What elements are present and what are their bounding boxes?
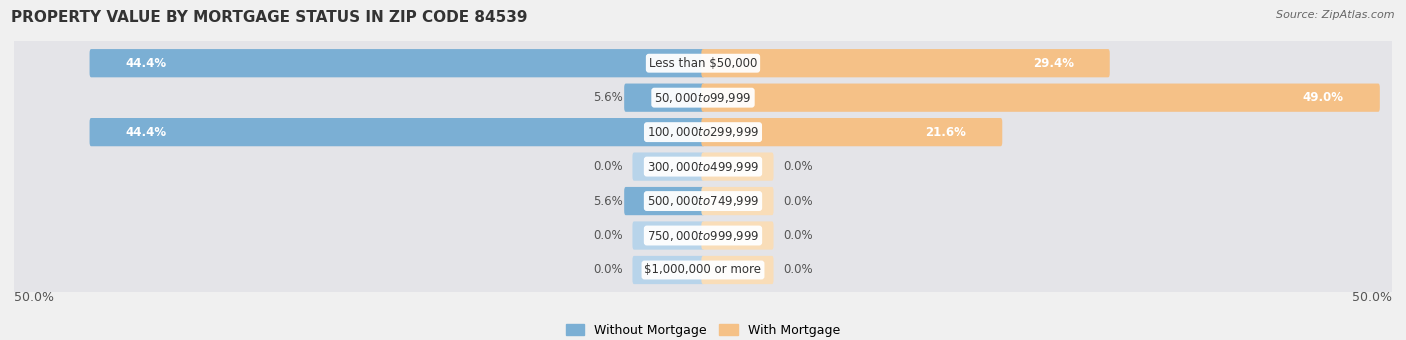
- FancyBboxPatch shape: [624, 84, 704, 112]
- FancyBboxPatch shape: [702, 187, 773, 215]
- FancyBboxPatch shape: [702, 84, 1379, 112]
- Text: 0.0%: 0.0%: [593, 229, 623, 242]
- FancyBboxPatch shape: [624, 187, 704, 215]
- Text: 0.0%: 0.0%: [783, 160, 813, 173]
- Text: Less than $50,000: Less than $50,000: [648, 57, 758, 70]
- Text: 0.0%: 0.0%: [593, 160, 623, 173]
- FancyBboxPatch shape: [633, 256, 704, 284]
- Legend: Without Mortgage, With Mortgage: Without Mortgage, With Mortgage: [561, 319, 845, 340]
- FancyBboxPatch shape: [702, 152, 773, 181]
- FancyBboxPatch shape: [3, 238, 1403, 302]
- Text: 50.0%: 50.0%: [14, 291, 53, 304]
- Text: 5.6%: 5.6%: [593, 194, 623, 207]
- Text: 49.0%: 49.0%: [1303, 91, 1344, 104]
- Text: Source: ZipAtlas.com: Source: ZipAtlas.com: [1277, 10, 1395, 20]
- Text: 50.0%: 50.0%: [1353, 291, 1392, 304]
- Text: $100,000 to $299,999: $100,000 to $299,999: [647, 125, 759, 139]
- FancyBboxPatch shape: [3, 31, 1403, 96]
- FancyBboxPatch shape: [633, 152, 704, 181]
- FancyBboxPatch shape: [3, 100, 1403, 165]
- Text: PROPERTY VALUE BY MORTGAGE STATUS IN ZIP CODE 84539: PROPERTY VALUE BY MORTGAGE STATUS IN ZIP…: [11, 10, 527, 25]
- Text: 0.0%: 0.0%: [783, 229, 813, 242]
- FancyBboxPatch shape: [90, 118, 704, 146]
- Text: 44.4%: 44.4%: [125, 126, 167, 139]
- FancyBboxPatch shape: [3, 169, 1403, 233]
- FancyBboxPatch shape: [3, 65, 1403, 130]
- Text: $300,000 to $499,999: $300,000 to $499,999: [647, 159, 759, 174]
- FancyBboxPatch shape: [702, 118, 1002, 146]
- Text: 29.4%: 29.4%: [1032, 57, 1074, 70]
- FancyBboxPatch shape: [702, 49, 1109, 77]
- FancyBboxPatch shape: [3, 134, 1403, 199]
- Text: $1,000,000 or more: $1,000,000 or more: [644, 264, 762, 276]
- FancyBboxPatch shape: [633, 221, 704, 250]
- Text: 0.0%: 0.0%: [783, 264, 813, 276]
- Text: $50,000 to $99,999: $50,000 to $99,999: [654, 91, 752, 105]
- Text: 21.6%: 21.6%: [925, 126, 966, 139]
- FancyBboxPatch shape: [90, 49, 704, 77]
- Text: $750,000 to $999,999: $750,000 to $999,999: [647, 228, 759, 242]
- Text: 0.0%: 0.0%: [783, 194, 813, 207]
- Text: 5.6%: 5.6%: [593, 91, 623, 104]
- Text: 0.0%: 0.0%: [593, 264, 623, 276]
- Text: $500,000 to $749,999: $500,000 to $749,999: [647, 194, 759, 208]
- FancyBboxPatch shape: [702, 221, 773, 250]
- FancyBboxPatch shape: [702, 256, 773, 284]
- Text: 44.4%: 44.4%: [125, 57, 167, 70]
- FancyBboxPatch shape: [3, 203, 1403, 268]
